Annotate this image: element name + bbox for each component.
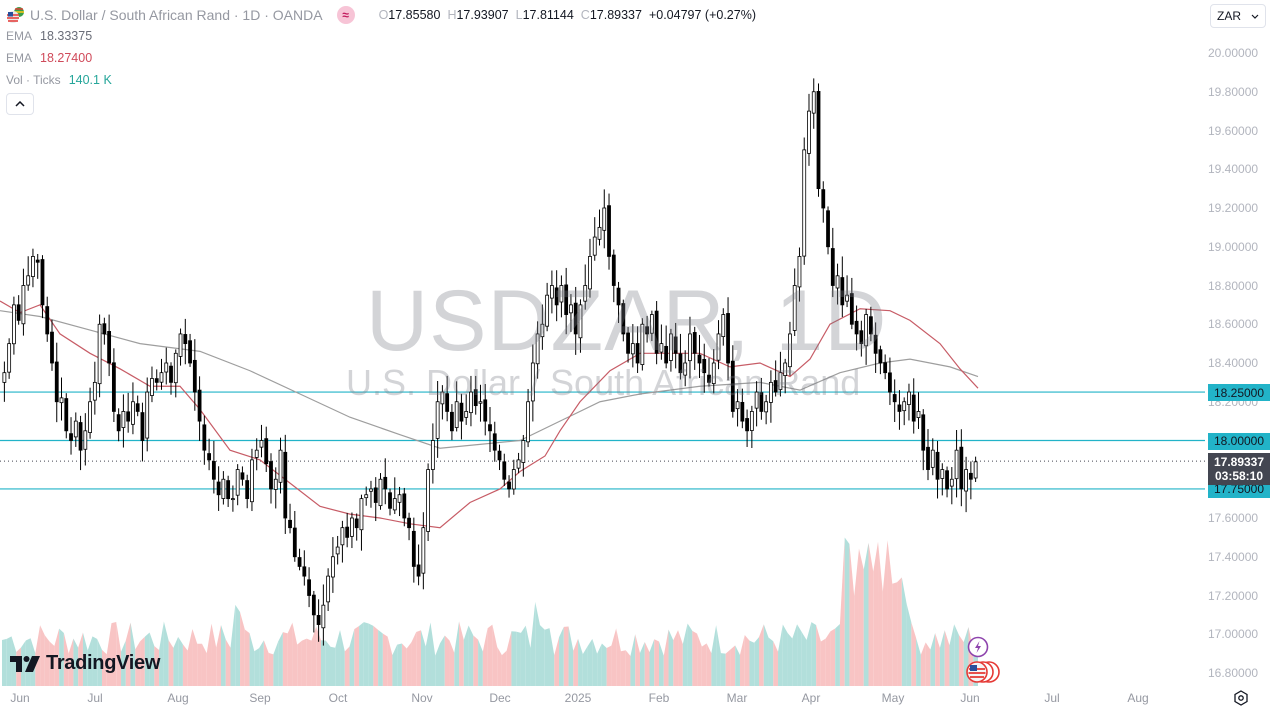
price-axis-label: 17.00000 — [1208, 627, 1259, 642]
time-axis-label: May — [881, 691, 905, 705]
time-axis-label: Nov — [411, 691, 433, 705]
indicator-volume[interactable]: Vol · Ticks 140.1 K — [6, 69, 756, 91]
chevron-up-icon — [15, 101, 25, 107]
indicator-ema-long[interactable]: EMA 18.33375 — [6, 25, 756, 47]
lightning-event-icon[interactable] — [967, 636, 989, 663]
indicator-value: 18.33375 — [40, 29, 93, 43]
chart-settings-button[interactable] — [1233, 690, 1249, 706]
volume-area — [2, 537, 978, 686]
low-value: 17.81144 — [522, 8, 574, 22]
time-axis-label: Oct — [328, 691, 348, 705]
ema-short-line — [0, 300, 979, 529]
level-price-tag[interactable]: 18.25000 — [1208, 384, 1270, 402]
price-axis-label: 20.00000 — [1208, 46, 1259, 60]
chart-legend: U.S. Dollar / South African Rand · 1D · … — [6, 5, 756, 115]
symbol-title[interactable]: U.S. Dollar / South African Rand · 1D · … — [30, 7, 323, 23]
open-value: 17.85580 — [388, 8, 441, 22]
price-plot-area[interactable] — [0, 0, 1205, 688]
tradingview-logo[interactable]: TradingView — [10, 652, 160, 675]
last-price-value: 17.89337 — [1213, 455, 1265, 469]
us-economic-event-icon[interactable] — [965, 660, 1003, 689]
data-status-badge-icon[interactable]: ≈ — [336, 6, 355, 24]
currency-pair-flag-icon — [6, 6, 26, 24]
price-axis-label: 17.20000 — [1208, 588, 1259, 603]
time-axis-label: Dec — [489, 691, 511, 705]
ohlc-values: O17.85580 H17.93907 L17.81144 C17.89337 … — [378, 8, 756, 22]
level-price-tag[interactable]: 17.75000 — [1208, 480, 1270, 498]
currency-select-value: ZAR — [1217, 9, 1241, 23]
time-axis-label: Sep — [249, 691, 271, 705]
indicator-name: Vol · Ticks — [6, 73, 61, 87]
price-axis-label: 17.60000 — [1208, 511, 1259, 525]
indicator-value: 18.27400 — [40, 51, 93, 65]
time-axis-label: Jul — [1044, 691, 1060, 705]
price-axis-label: 16.80000 — [1208, 666, 1259, 680]
indicator-value: 140.1 K — [68, 73, 112, 87]
price-axis-label: 19.60000 — [1208, 123, 1259, 138]
last-price-tag: 17.89337 03:58:10 — [1208, 453, 1270, 485]
price-axis-label: 19.20000 — [1208, 201, 1259, 215]
time-axis-label: Feb — [648, 691, 670, 705]
price-axis-label: 17.40000 — [1208, 549, 1259, 564]
high-value: 17.93907 — [456, 8, 509, 22]
time-axis-label: Jun — [960, 691, 980, 705]
tradingview-logo-icon — [10, 655, 40, 672]
time-axis-label: Jun — [10, 691, 30, 705]
indicator-name: EMA — [6, 29, 33, 43]
time-axis-label: Jul — [87, 691, 103, 705]
price-axis-label: 18.80000 — [1208, 278, 1259, 293]
time-axis-label: Apr — [801, 691, 821, 705]
time-axis-label: Aug — [167, 691, 189, 705]
price-axis-label: 19.80000 — [1208, 84, 1259, 99]
chevron-down-icon — [1251, 14, 1259, 19]
indicator-name: EMA — [6, 51, 33, 65]
price-axis-label: 18.40000 — [1208, 356, 1259, 370]
close-value: 17.89337 — [589, 8, 642, 22]
bar-countdown: 03:58:10 — [1214, 469, 1264, 483]
indicator-ema-short[interactable]: EMA 18.27400 — [6, 47, 756, 69]
price-axis-label: 18.60000 — [1208, 317, 1259, 332]
price-axis-label: 19.00000 — [1208, 239, 1259, 254]
level-price-tag[interactable]: 18.00000 — [1208, 432, 1270, 450]
collapse-legend-button[interactable] — [6, 93, 34, 115]
price-axis-label: 19.40000 — [1208, 162, 1259, 177]
time-axis-label: 2025 — [564, 691, 592, 705]
symbol-title-row: U.S. Dollar / South African Rand · 1D · … — [6, 5, 756, 25]
time-axis-label: Mar — [726, 691, 748, 705]
tradingview-logo-text: TradingView — [46, 652, 161, 674]
gear-icon — [1234, 690, 1248, 706]
candles — [2, 78, 978, 646]
currency-select[interactable]: ZAR — [1210, 4, 1266, 28]
time-axis-label: Aug — [1127, 691, 1149, 705]
change-value: +0.04797 (+0.27%) — [648, 8, 756, 22]
